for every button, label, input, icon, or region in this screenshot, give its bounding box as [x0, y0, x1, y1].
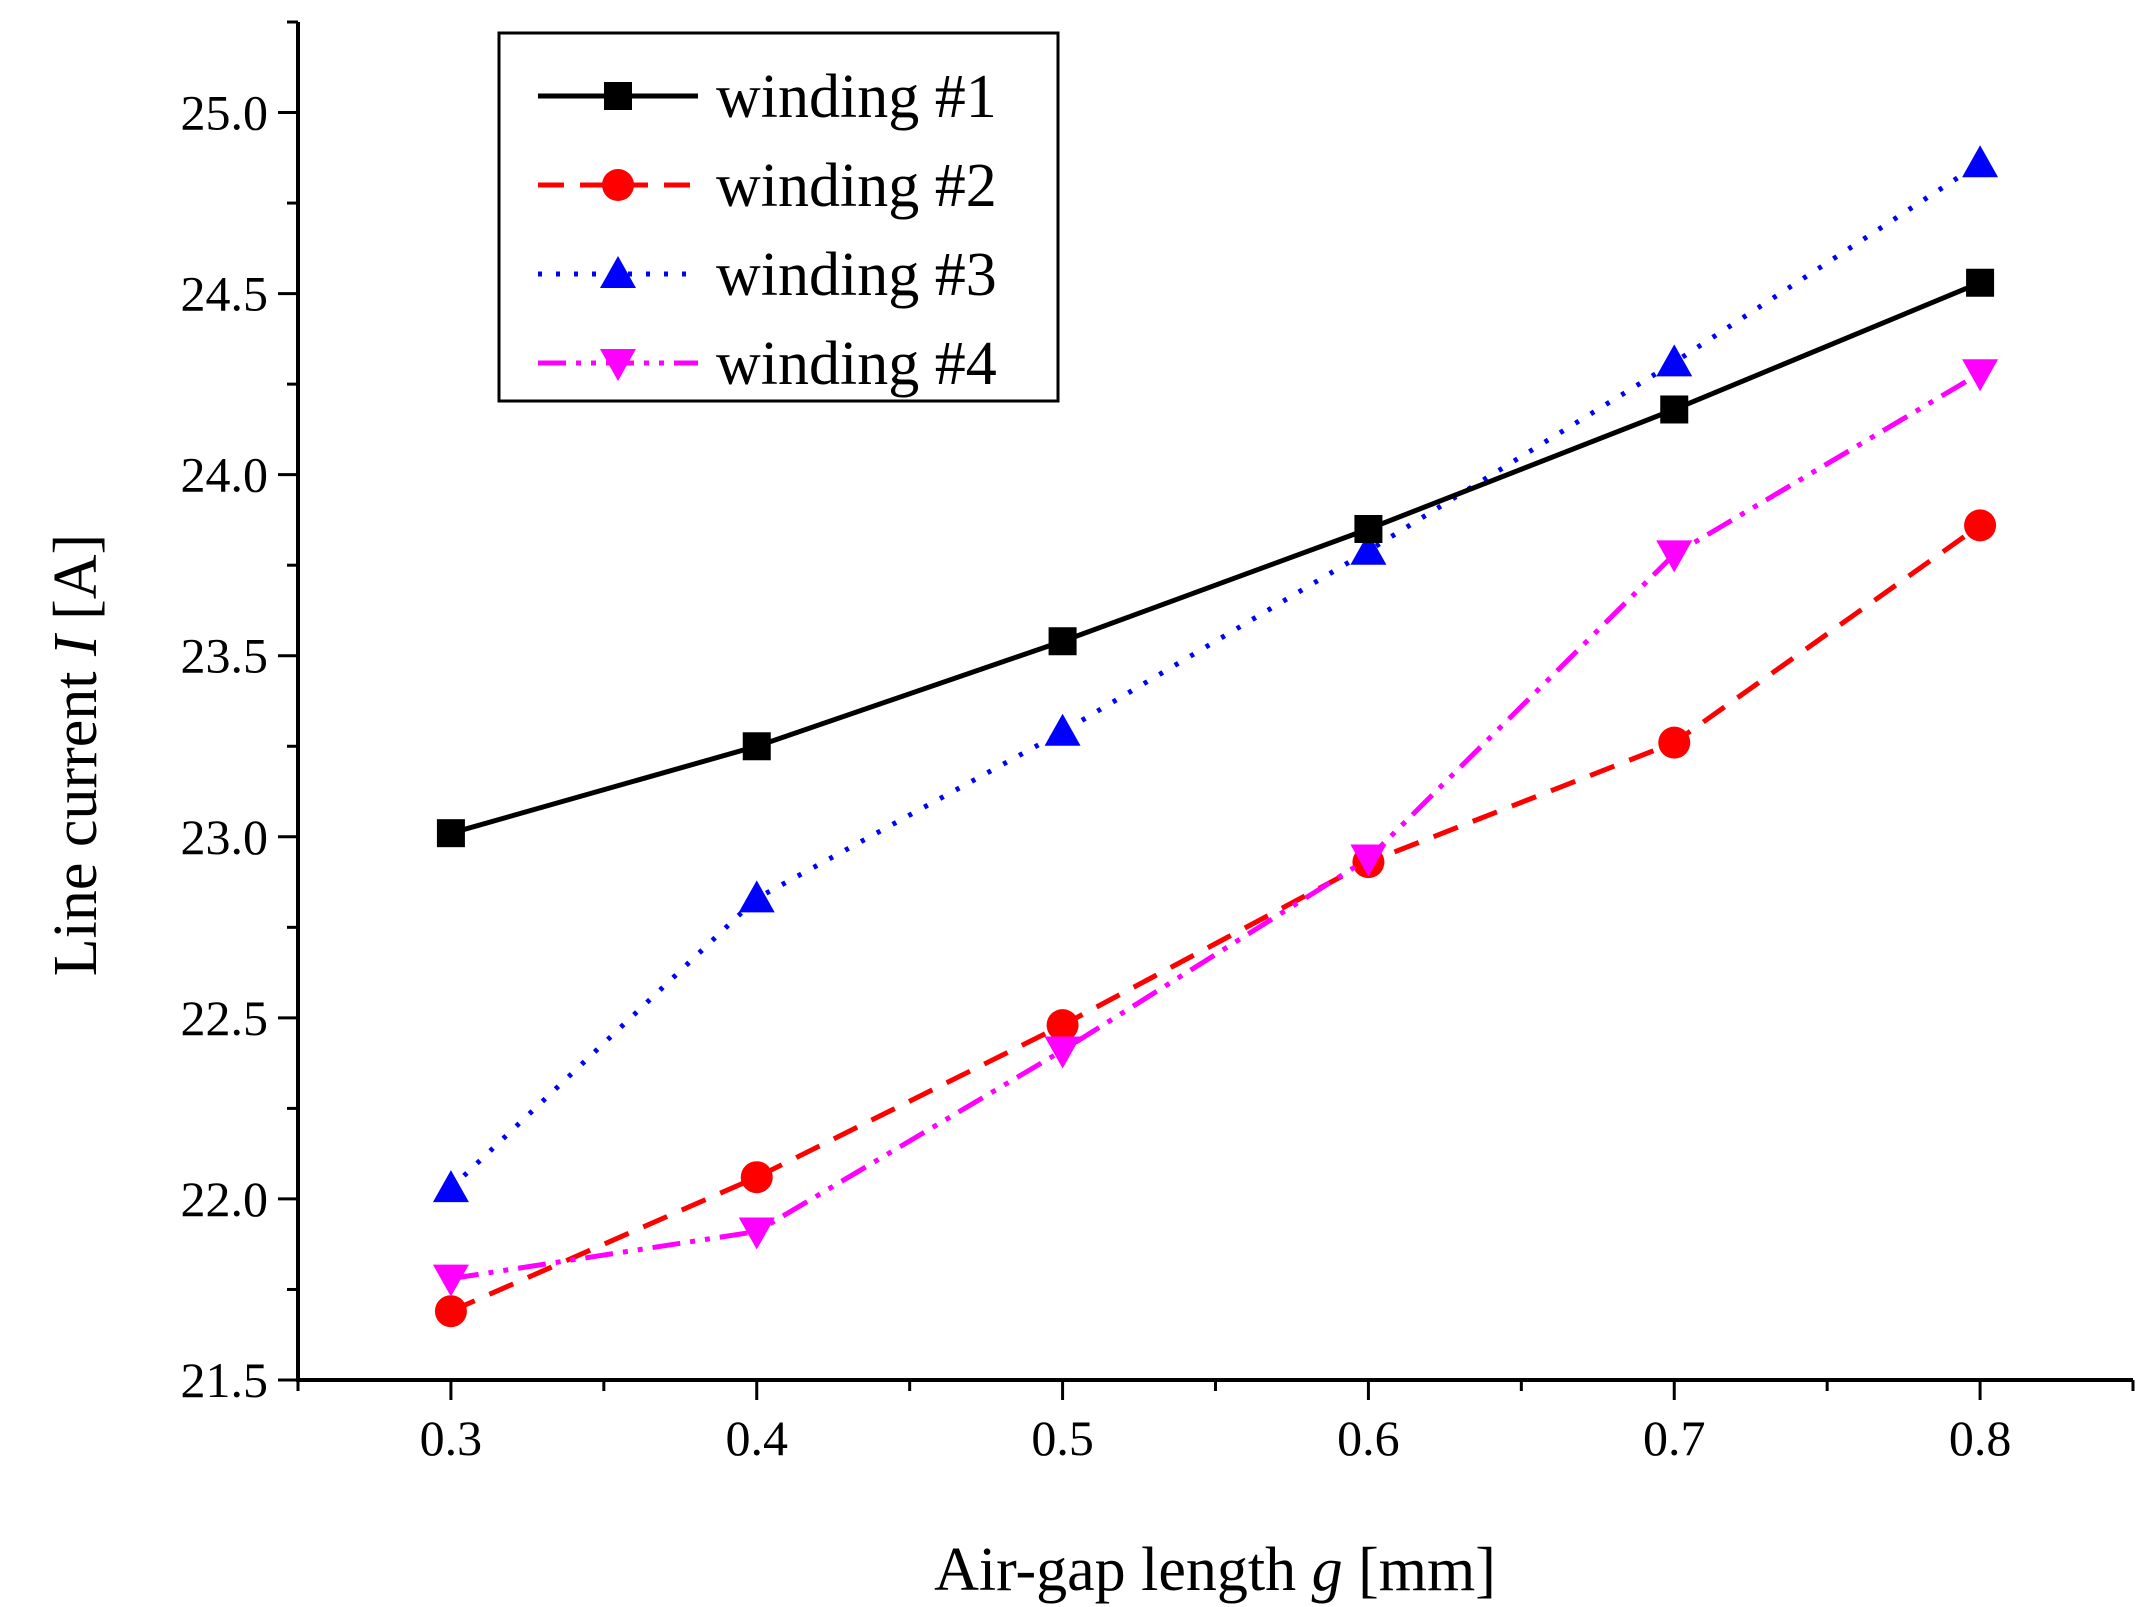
data-point — [1044, 1036, 1081, 1069]
series-winding-1 — [436, 268, 1995, 848]
y-tick-label: 25.0 — [181, 85, 269, 141]
data-point — [436, 819, 465, 848]
series-winding-4 — [432, 359, 1999, 1297]
data-point — [1354, 514, 1383, 543]
legend-swatch-marker — [604, 82, 632, 110]
series-line — [450, 371, 1982, 1282]
data-point — [1656, 540, 1693, 573]
series-layer — [432, 145, 1999, 1328]
series-winding-2 — [434, 509, 1997, 1328]
data-point — [1350, 844, 1387, 877]
legend: winding #1 winding #2 winding #3 winding #4 — [497, 31, 1060, 403]
x-tick-label: 0.7 — [1643, 1410, 1706, 1466]
data-point — [738, 880, 775, 913]
data-point — [738, 1217, 775, 1250]
y-tick-label: 24.5 — [181, 266, 269, 322]
data-point — [1962, 359, 1999, 392]
data-point — [742, 732, 771, 761]
y-tick-label: 24.0 — [181, 447, 269, 503]
data-point — [1656, 344, 1693, 377]
series-line — [450, 280, 1982, 836]
data-point — [1350, 532, 1387, 565]
data-point — [432, 1264, 469, 1297]
data-point — [1044, 713, 1081, 746]
y-axis-title: Line current I [A] — [42, 534, 110, 976]
data-point — [1962, 145, 1999, 178]
data-point — [434, 1295, 467, 1328]
x-tick-label: 0.6 — [1337, 1410, 1400, 1466]
legend-swatch-marker — [600, 256, 636, 288]
y-tick-label: 23.5 — [181, 628, 269, 684]
y-tick-label: 22.0 — [181, 1171, 269, 1227]
data-point — [1660, 395, 1689, 424]
x-tick-label: 0.4 — [726, 1410, 789, 1466]
series-winding-3 — [432, 145, 1999, 1203]
legend-label: winding #4 — [716, 330, 997, 398]
legend-label: winding #3 — [716, 241, 997, 309]
data-point — [1048, 627, 1077, 656]
data-point — [1964, 509, 1997, 542]
data-point — [1658, 726, 1691, 759]
data-point — [1046, 1009, 1079, 1042]
x-tick-label: 0.3 — [420, 1410, 483, 1466]
data-point — [740, 1161, 773, 1194]
series-line — [449, 523, 1982, 1314]
x-tick-label: 0.5 — [1031, 1410, 1094, 1466]
legend-label: winding #2 — [716, 152, 997, 220]
x-tick-label: 0.8 — [1949, 1410, 2012, 1466]
data-point — [432, 1170, 469, 1203]
legend-label: winding #1 — [716, 63, 997, 131]
y-tick-label: 23.0 — [181, 809, 269, 865]
legend-swatch-marker — [600, 349, 636, 381]
axes: 21.5 22.0 22.5 23.0 23.5 24.0 24.5 25.0 0.3 0.4 0.… — [181, 20, 2135, 1466]
y-tick-label: 21.5 — [181, 1352, 269, 1408]
y-tick-label: 22.5 — [181, 990, 269, 1046]
x-axis-title: Air-gap length g [mm] — [934, 1536, 1496, 1604]
data-point — [1966, 268, 1995, 297]
legend-swatch-marker — [602, 169, 634, 201]
